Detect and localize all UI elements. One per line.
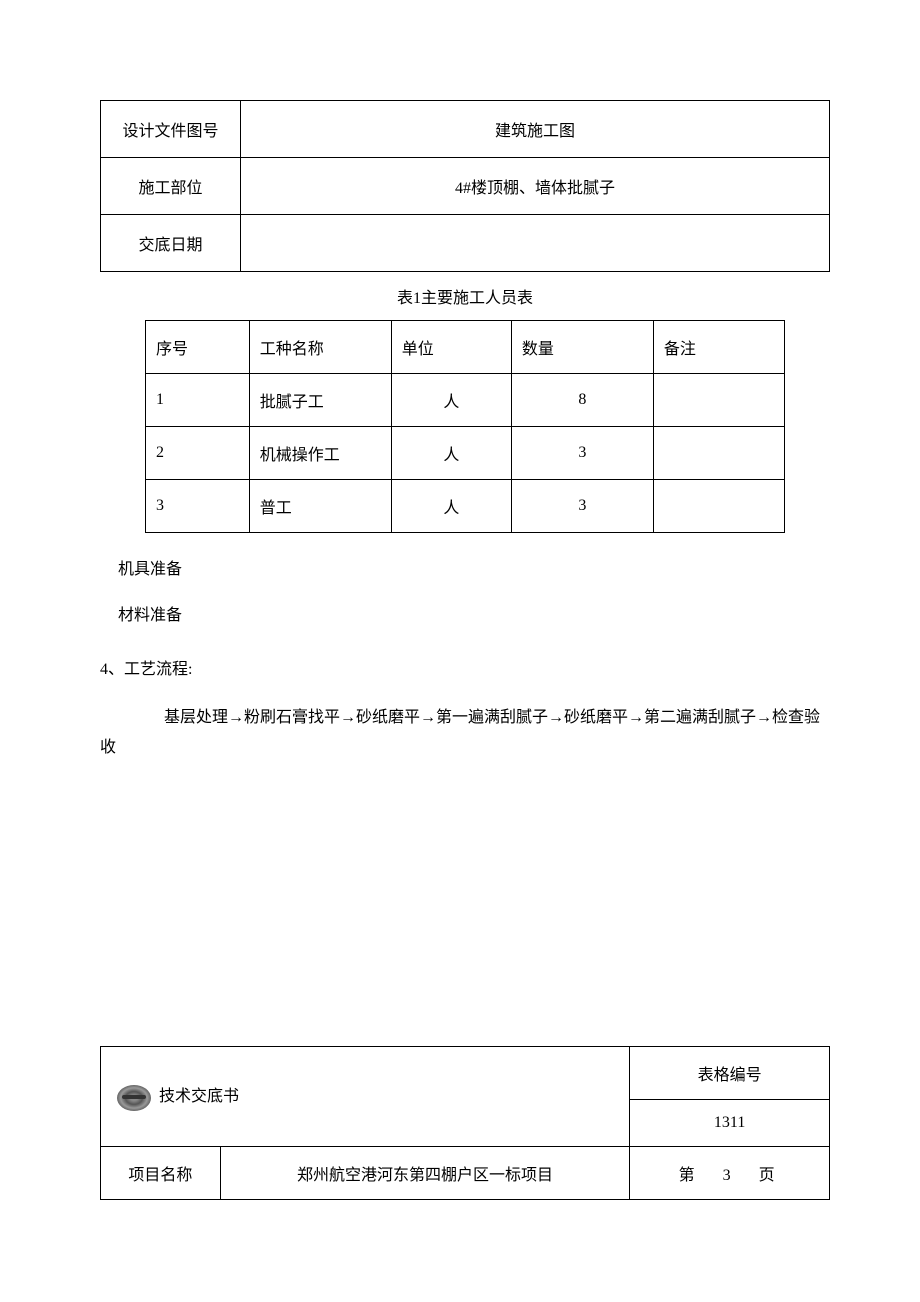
design-doc-value: 建筑施工图 <box>241 101 830 158</box>
cell-seq: 1 <box>146 374 250 427</box>
process-heading: 4、工艺流程: <box>100 655 830 679</box>
form-number-value: 1311 <box>630 1100 830 1147</box>
process-flow-text: 基层处理→粉刷石膏找平→砂纸磨平→第一遍满刮腻子→砂纸磨平→第二遍满刮腻子→检查… <box>100 703 830 764</box>
construction-part-value: 4#楼顶棚、墙体批腻子 <box>241 158 830 215</box>
cell-unit: 人 <box>391 374 511 427</box>
cell-qty: 8 <box>511 374 653 427</box>
construction-part-label: 施工部位 <box>101 158 241 215</box>
design-doc-label: 设计文件图号 <box>101 101 241 158</box>
disclosure-date-label: 交底日期 <box>101 215 241 272</box>
form-number-label: 表格编号 <box>630 1047 830 1100</box>
cell-seq: 2 <box>146 427 250 480</box>
table-row: 1 批腻子工 人 8 <box>146 374 785 427</box>
cell-remark <box>653 427 784 480</box>
header-seq: 序号 <box>146 321 250 374</box>
table-header-row: 序号 工种名称 单位 数量 备注 <box>146 321 785 374</box>
disclosure-date-value <box>241 215 830 272</box>
table-row: 2 机械操作工 人 3 <box>146 427 785 480</box>
cell-qty: 3 <box>511 480 653 533</box>
header-qty: 数量 <box>511 321 653 374</box>
project-name-label: 项目名称 <box>101 1147 221 1200</box>
personnel-table: 序号 工种名称 单位 数量 备注 1 批腻子工 人 8 2 机械操作工 人 3 … <box>145 320 785 533</box>
footer-form-table: 技术交底书 表格编号 1311 项目名称 郑州航空港河东第四棚户区一标项目 第 … <box>100 1046 830 1200</box>
doc-title: 技术交底书 <box>159 1088 239 1105</box>
header-info-table: 设计文件图号 建筑施工图 施工部位 4#楼顶棚、墙体批腻子 交底日期 <box>100 100 830 272</box>
cell-seq: 3 <box>146 480 250 533</box>
section-equipment-prep: 机具准备 <box>118 555 830 579</box>
cell-qty: 3 <box>511 427 653 480</box>
header-unit: 单位 <box>391 321 511 374</box>
personnel-table-caption: 表1主要施工人员表 <box>100 284 830 308</box>
cell-remark <box>653 374 784 427</box>
section-material-prep: 材料准备 <box>118 601 830 625</box>
doc-title-cell: 技术交底书 <box>101 1047 630 1147</box>
cell-remark <box>653 480 784 533</box>
project-name-value: 郑州航空港河东第四棚户区一标项目 <box>220 1147 629 1200</box>
cell-unit: 人 <box>391 480 511 533</box>
cell-unit: 人 <box>391 427 511 480</box>
cell-jobtype: 批腻子工 <box>249 374 391 427</box>
cell-jobtype: 机械操作工 <box>249 427 391 480</box>
page-number: 第 3 页 <box>630 1147 830 1200</box>
table-row: 3 普工 人 3 <box>146 480 785 533</box>
header-jobtype: 工种名称 <box>249 321 391 374</box>
cell-jobtype: 普工 <box>249 480 391 533</box>
header-remark: 备注 <box>653 321 784 374</box>
company-logo-icon <box>117 1085 151 1111</box>
